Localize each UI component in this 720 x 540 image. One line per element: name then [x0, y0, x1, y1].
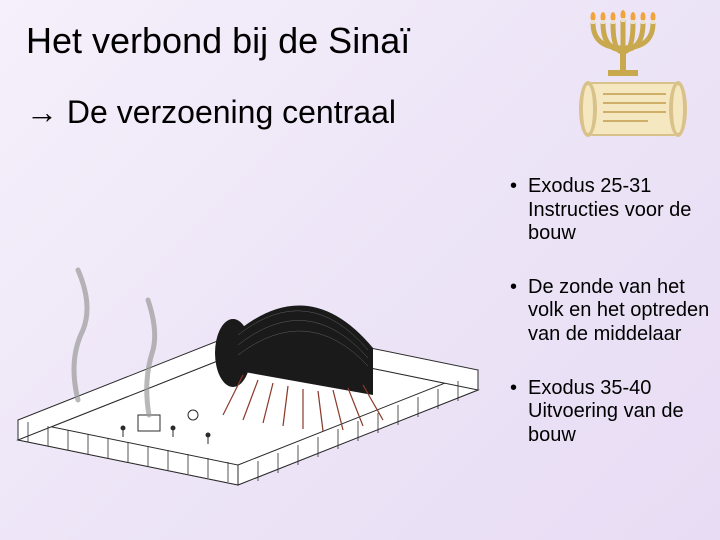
- arrow-icon: →: [26, 94, 58, 130]
- slide-title: Het verbond bij de Sinaï: [26, 20, 410, 62]
- bullet-item: De zonde van het volk en het optreden va…: [510, 276, 710, 347]
- bullet-item: Exodus 25-31 Instructies voor de bouw: [510, 175, 710, 246]
- bullet-item: Exodus 35-40 Uitvoering van de bouw: [510, 377, 710, 448]
- subtitle-text: De verzoening centraal: [58, 94, 396, 130]
- tabernacle-illustration: [8, 190, 488, 490]
- bullet-list: Exodus 25-31 Instructies voor de bouw De…: [510, 175, 710, 477]
- menorah-scroll-icon: [558, 8, 698, 148]
- scroll-icon: [579, 81, 687, 137]
- slide: { "title": "Het verbond bij de Sinaï", "…: [0, 0, 720, 540]
- menorah-icon: [591, 10, 656, 76]
- slide-subtitle: → De verzoening centraal: [26, 94, 396, 131]
